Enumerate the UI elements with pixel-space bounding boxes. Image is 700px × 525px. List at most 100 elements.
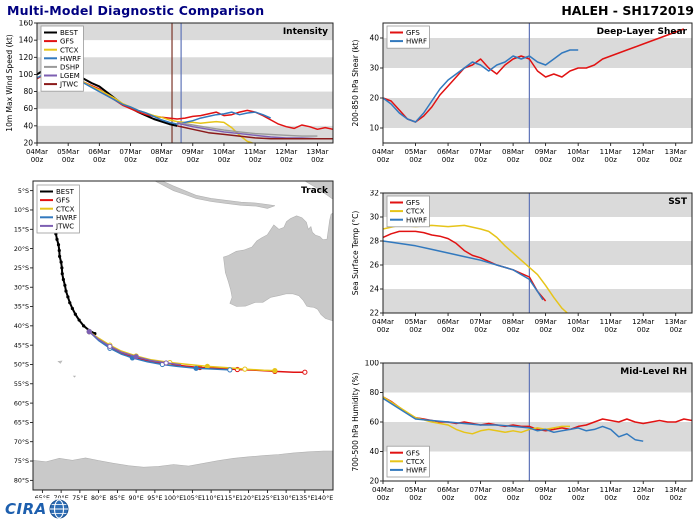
svg-text:Sea Surface Temp (°C): Sea Surface Temp (°C) <box>351 211 360 296</box>
svg-text:00z: 00z <box>572 494 585 502</box>
svg-text:00z: 00z <box>249 156 262 164</box>
svg-text:200-850 hPa Shear (kt): 200-850 hPa Shear (kt) <box>351 39 360 126</box>
svg-text:45°S: 45°S <box>14 341 29 349</box>
svg-text:26: 26 <box>369 261 379 270</box>
cira-logo-text: CIRA <box>5 500 47 518</box>
svg-text:80: 80 <box>23 87 33 96</box>
intensity-chart: 20 40 60 80 100 120 140 160 04Mar 00z 05Mar 00z 06Ma… <box>4 20 337 172</box>
svg-text:13Mar: 13Mar <box>665 318 687 326</box>
svg-text:00z: 00z <box>442 156 455 164</box>
svg-text:60°S: 60°S <box>14 399 29 407</box>
svg-text:130°E: 130°E <box>277 494 296 502</box>
svg-text:DSHP: DSHP <box>60 64 79 72</box>
svg-text:Deep-Layer Shear: Deep-Layer Shear <box>597 27 688 37</box>
svg-text:00z: 00z <box>539 326 552 334</box>
svg-text:00z: 00z <box>507 326 520 334</box>
svg-text:10Mar: 10Mar <box>567 486 589 494</box>
svg-text:00z: 00z <box>377 156 390 164</box>
svg-text:65°S: 65°S <box>14 419 29 427</box>
svg-text:95°E: 95°E <box>147 494 162 502</box>
svg-text:120: 120 <box>19 53 34 62</box>
svg-text:05Mar: 05Mar <box>57 148 79 156</box>
svg-text:00z: 00z <box>507 494 520 502</box>
storm-id: HALEH - SH172019 <box>561 3 694 18</box>
svg-text:00z: 00z <box>442 494 455 502</box>
svg-text:00z: 00z <box>377 494 390 502</box>
svg-text:00z: 00z <box>124 156 137 164</box>
svg-text:HWRF: HWRF <box>56 214 77 222</box>
svg-text:12Mar: 12Mar <box>275 148 297 156</box>
deep-layer-shear-chart: 10 20 30 40 04Mar 00z 05Mar 00z 06Mar 00z 07Mar 00z… <box>350 20 696 172</box>
svg-text:00z: 00z <box>637 156 650 164</box>
svg-text:00z: 00z <box>409 156 422 164</box>
svg-text:07Mar: 07Mar <box>470 148 492 156</box>
svg-text:09Mar: 09Mar <box>182 148 204 156</box>
svg-text:00z: 00z <box>637 326 650 334</box>
svg-text:00z: 00z <box>572 326 585 334</box>
svg-text:11Mar: 11Mar <box>600 318 622 326</box>
svg-text:GFS: GFS <box>406 199 420 207</box>
svg-text:00z: 00z <box>474 156 487 164</box>
svg-text:30: 30 <box>369 64 379 73</box>
cira-logo: CIRA <box>3 498 71 520</box>
svg-text:07Mar: 07Mar <box>119 148 141 156</box>
svg-text:40: 40 <box>23 121 33 130</box>
svg-text:12Mar: 12Mar <box>632 318 654 326</box>
svg-text:06Mar: 06Mar <box>437 318 459 326</box>
svg-text:80°E: 80°E <box>91 494 106 502</box>
svg-text:35°S: 35°S <box>14 303 29 311</box>
svg-text:CTCX: CTCX <box>406 208 425 216</box>
svg-text:30°S: 30°S <box>14 283 29 291</box>
svg-text:CTCX: CTCX <box>60 46 79 54</box>
svg-text:110°E: 110°E <box>202 494 221 502</box>
svg-text:140°E: 140°E <box>314 494 333 502</box>
svg-text:20: 20 <box>369 477 379 486</box>
svg-text:10Mar: 10Mar <box>567 148 589 156</box>
svg-text:06Mar: 06Mar <box>437 148 459 156</box>
svg-text:00z: 00z <box>604 494 617 502</box>
svg-text:28: 28 <box>369 237 379 246</box>
svg-text:10Mar: 10Mar <box>213 148 235 156</box>
svg-text:100: 100 <box>19 70 34 79</box>
svg-text:00z: 00z <box>311 156 324 164</box>
svg-text:00z: 00z <box>409 326 422 334</box>
svg-text:00z: 00z <box>539 494 552 502</box>
page-title: Multi-Model Diagnostic Comparison <box>7 3 265 18</box>
svg-text:140: 140 <box>19 36 34 45</box>
svg-text:00z: 00z <box>572 156 585 164</box>
svg-text:00z: 00z <box>280 156 293 164</box>
svg-text:10m Max Wind Speed (kt): 10m Max Wind Speed (kt) <box>5 34 14 131</box>
svg-text:160: 160 <box>19 20 34 28</box>
svg-text:HWRF: HWRF <box>406 467 427 475</box>
svg-text:LGEM: LGEM <box>60 72 80 80</box>
svg-text:00z: 00z <box>218 156 231 164</box>
svg-text:55°S: 55°S <box>14 380 29 388</box>
svg-text:CTCX: CTCX <box>56 205 75 213</box>
svg-text:40: 40 <box>369 447 379 456</box>
svg-text:24: 24 <box>369 285 379 294</box>
svg-text:100: 100 <box>365 360 380 368</box>
svg-text:Mid-Level RH: Mid-Level RH <box>620 367 687 377</box>
svg-text:GFS: GFS <box>60 38 74 46</box>
svg-text:00z: 00z <box>409 494 422 502</box>
svg-text:32: 32 <box>369 190 379 198</box>
svg-text:08Mar: 08Mar <box>151 148 173 156</box>
svg-text:10Mar: 10Mar <box>567 318 589 326</box>
svg-text:JTWC: JTWC <box>59 81 78 89</box>
svg-text:04Mar: 04Mar <box>372 318 394 326</box>
svg-text:GFS: GFS <box>406 29 420 37</box>
svg-text:00z: 00z <box>474 494 487 502</box>
svg-text:05Mar: 05Mar <box>404 148 426 156</box>
svg-text:JTWC: JTWC <box>55 223 74 231</box>
svg-text:04Mar: 04Mar <box>26 148 48 156</box>
sst-chart: 22 24 26 28 30 32 04Mar 00z 05Mar 00z 06Mar 00z 07Ma… <box>350 190 696 342</box>
svg-text:06Mar: 06Mar <box>88 148 110 156</box>
svg-text:75°E: 75°E <box>72 494 87 502</box>
svg-text:20: 20 <box>23 139 33 148</box>
svg-text:00z: 00z <box>539 156 552 164</box>
svg-text:SST: SST <box>668 197 688 207</box>
svg-text:00z: 00z <box>155 156 168 164</box>
svg-text:09Mar: 09Mar <box>535 148 557 156</box>
svg-text:10: 10 <box>369 124 379 133</box>
